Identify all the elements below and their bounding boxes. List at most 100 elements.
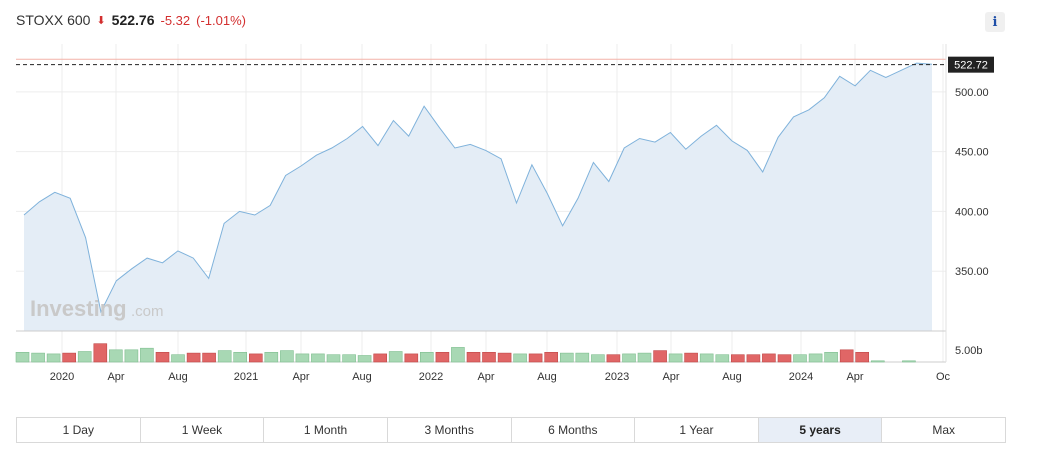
x-tick-label: Oc — [936, 371, 951, 383]
y-tick-label: 450.00 — [955, 147, 989, 159]
volume-bar — [46, 353, 61, 363]
price-change-percent: (-1.01%) — [196, 12, 246, 28]
range-button-max[interactable]: Max — [882, 418, 1005, 442]
y-tick-label: 400.00 — [955, 206, 989, 218]
volume-bar — [528, 353, 543, 363]
volume-bar — [311, 353, 325, 363]
volume-bar — [280, 350, 294, 363]
time-range-selector: 1 Day 1 Week 1 Month 3 Months 6 Months 1 Year… — [16, 417, 1006, 443]
volume-bar — [202, 352, 216, 363]
volume-bar — [606, 354, 621, 363]
x-tick-label: Apr — [107, 371, 124, 383]
volume-bar — [902, 360, 916, 363]
info-icon[interactable]: i — [985, 12, 1005, 32]
arrow-down-icon: ⬇ — [96, 14, 106, 27]
volume-bar — [451, 347, 465, 363]
volume-bar — [373, 353, 388, 363]
volume-bar — [824, 351, 838, 363]
volume-bar — [124, 349, 139, 363]
x-tick-label: Aug — [722, 371, 742, 383]
volume-bar — [342, 354, 356, 363]
volume-bar — [217, 350, 232, 363]
last-price-label: 522.72 — [954, 60, 988, 72]
range-button-3-months[interactable]: 3 Months — [387, 418, 512, 442]
volume-bar — [482, 351, 496, 363]
y-tick-label: 350.00 — [955, 266, 989, 278]
investing-watermark-suffix: .com — [131, 303, 164, 320]
volume-bar — [77, 351, 92, 363]
volume-bar — [622, 353, 636, 363]
volume-bar — [466, 351, 481, 363]
volume-bar — [233, 351, 247, 363]
volume-bar — [249, 353, 263, 363]
volume-bar — [855, 351, 870, 363]
volume-bar — [637, 352, 652, 363]
x-tick-label: 2022 — [419, 371, 443, 383]
volume-bar — [762, 353, 776, 363]
volume-bar — [653, 350, 667, 363]
volume-bar — [777, 354, 792, 363]
volume-bar — [109, 349, 123, 363]
volume-bar — [684, 352, 698, 363]
volume-bar — [730, 354, 745, 363]
last-price: 522.76 — [111, 12, 155, 28]
volume-bar — [140, 347, 154, 363]
volume-bar — [357, 355, 372, 363]
range-button-5-years[interactable]: 5 years — [758, 418, 883, 442]
x-tick-label: 2020 — [50, 371, 74, 383]
x-tick-label: Apr — [846, 371, 863, 383]
volume-bar — [388, 351, 403, 363]
volume-bar — [326, 354, 341, 363]
range-button-1-week[interactable]: 1 Week — [140, 418, 265, 442]
volume-bar — [839, 349, 854, 363]
index-name: STOXX 600 — [16, 12, 91, 28]
volume-bar — [575, 352, 590, 363]
volume-bar — [699, 353, 714, 363]
volume-bar — [155, 351, 170, 363]
volume-bar — [591, 354, 605, 363]
volume-bar — [295, 353, 310, 363]
volume-bar — [15, 351, 30, 363]
price-chart[interactable]: 350.00 400.00 450.00 500.00 522.72 Investing.… — [0, 0, 1038, 400]
volume-bar — [419, 351, 434, 363]
range-button-1-year[interactable]: 1 Year — [635, 418, 759, 442]
quote-header: STOXX 600 ⬇ 522.76 -5.32 (-1.01%) — [16, 10, 246, 30]
volume-bar — [544, 351, 559, 363]
price-line — [23, 62, 933, 314]
volume-bar — [559, 352, 574, 363]
volume-bar — [264, 351, 279, 363]
price-change: -5.32 — [160, 12, 191, 28]
volume-bar — [186, 352, 201, 363]
volume-bar — [668, 353, 683, 363]
volume-bar — [870, 360, 885, 363]
price-area — [24, 63, 932, 331]
range-button-1-month[interactable]: 1 Month — [264, 418, 388, 442]
volume-bar — [404, 353, 419, 363]
x-tick-label: Aug — [537, 371, 557, 383]
volume-axis-label: 5.00b — [955, 345, 983, 357]
last-price-badge — [948, 56, 994, 73]
x-tick-label: Apr — [292, 371, 309, 383]
volume-bar — [808, 353, 823, 363]
x-tick-label: Apr — [662, 371, 679, 383]
range-button-1-day[interactable]: 1 Day — [17, 418, 141, 442]
range-button-6-months[interactable]: 6 Months — [511, 418, 636, 442]
volume-bar — [793, 354, 807, 363]
y-tick-label: 500.00 — [955, 87, 989, 99]
x-tick-label: Aug — [168, 371, 188, 383]
volume-bar — [93, 343, 108, 363]
volume-bar — [497, 352, 512, 363]
investing-watermark: Investing — [30, 296, 127, 321]
x-tick-label: 2024 — [789, 371, 813, 383]
volume-bar — [171, 354, 185, 363]
volume-bar — [513, 353, 527, 363]
volume-bar — [435, 351, 450, 363]
volume-bar — [746, 354, 761, 363]
volume-bar — [31, 352, 45, 363]
x-tick-label: Aug — [352, 371, 372, 383]
volume-bar — [715, 354, 730, 363]
x-tick-label: 2021 — [234, 371, 258, 383]
x-tick-label: 2023 — [605, 371, 629, 383]
x-tick-label: Apr — [477, 371, 494, 383]
volume-bar — [62, 352, 77, 363]
